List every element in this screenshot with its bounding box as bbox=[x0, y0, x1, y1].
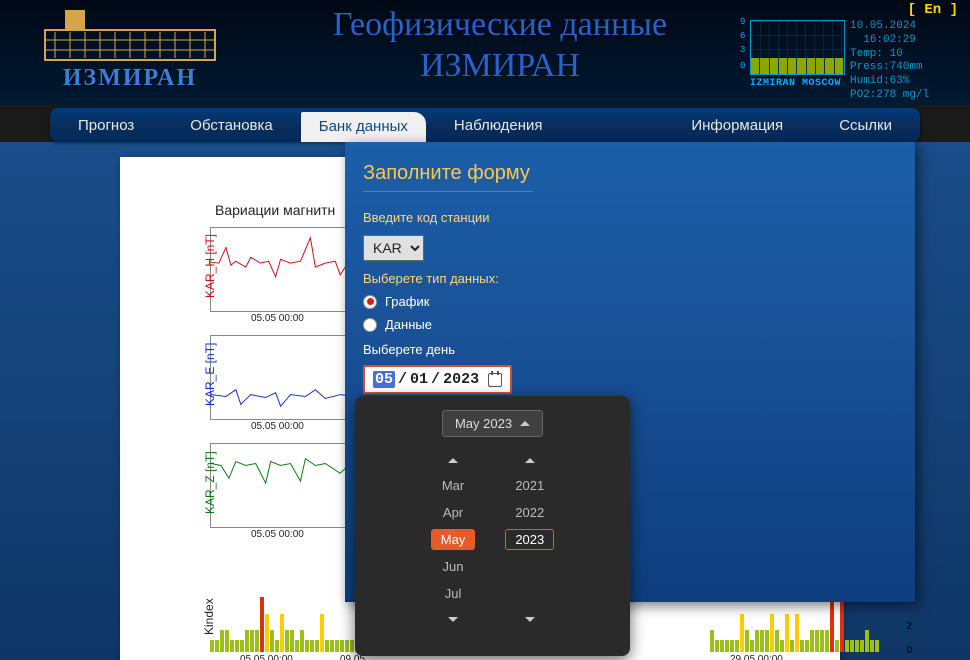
location-text: IZMIRAN MOSCOW bbox=[750, 78, 845, 89]
month-option[interactable]: Jul bbox=[435, 583, 472, 604]
month-wheel: Mar Apr May Jun Jul bbox=[431, 451, 476, 628]
mini-chart bbox=[750, 20, 845, 75]
month-option[interactable]: Apr bbox=[433, 502, 473, 523]
nav-observations[interactable]: Наблюдения bbox=[426, 117, 571, 134]
date-input[interactable]: 05/ 01/ 2023 bbox=[363, 365, 512, 394]
month-option-selected[interactable]: May bbox=[431, 529, 476, 550]
nav-situation[interactable]: Обстановка bbox=[162, 117, 300, 134]
status-panel: 9 6 3 0 IZMIRAN MOSCOW 10.05.2024 16:02:… bbox=[750, 5, 960, 103]
type-label: Выберете тип данных: bbox=[363, 271, 897, 286]
logo[interactable]: ИЗМИРАН bbox=[10, 5, 250, 92]
month-up[interactable] bbox=[448, 451, 458, 469]
year-option[interactable]: 2022 bbox=[505, 502, 554, 523]
year-down[interactable] bbox=[525, 610, 535, 628]
calendar-icon bbox=[488, 373, 502, 387]
page-title: Геофизические данные ИЗМИРАН bbox=[250, 5, 750, 87]
year-option-selected[interactable]: 2023 bbox=[505, 529, 554, 550]
year-wheel: 2021 2022 2023 . . bbox=[505, 451, 554, 628]
day-label: Выберете день bbox=[363, 342, 897, 357]
month-option[interactable]: Jun bbox=[433, 556, 474, 577]
radio-graph[interactable]: График bbox=[363, 294, 897, 309]
nav-forecast[interactable]: Прогноз bbox=[50, 117, 162, 134]
divider bbox=[363, 191, 533, 192]
station-label: Введите код станции bbox=[363, 210, 897, 225]
nav-info[interactable]: Информация bbox=[663, 117, 811, 134]
radio-data[interactable]: Данные bbox=[363, 317, 897, 332]
radio-icon bbox=[363, 295, 377, 309]
nav-links[interactable]: Ссылки bbox=[811, 117, 920, 134]
status-readings: 10.05.2024 16:02:29 Temp: 10 Press:740mm… bbox=[850, 20, 929, 103]
title-line2: ИЗМИРАН bbox=[250, 46, 750, 87]
nav-databank[interactable]: Банк данных bbox=[301, 112, 426, 142]
lang-switch[interactable]: [ En ] bbox=[908, 2, 958, 18]
year-option[interactable]: 2021 bbox=[505, 475, 554, 496]
radio-icon bbox=[363, 318, 377, 332]
month-down[interactable] bbox=[448, 610, 458, 628]
station-select[interactable]: KAR bbox=[363, 235, 424, 261]
month-option[interactable]: Mar bbox=[432, 475, 474, 496]
title-line1: Геофизические данные bbox=[250, 5, 750, 46]
year-up[interactable] bbox=[525, 451, 535, 469]
logo-text: ИЗМИРАН bbox=[63, 65, 197, 92]
chevron-up-icon bbox=[520, 421, 530, 426]
header: [ En ] ИЗМИРАН Геофизические данные ИЗМИ… bbox=[0, 0, 970, 105]
date-picker: May 2023 Mar Apr May Jun Jul 2021 2022 2… bbox=[355, 396, 630, 656]
main-nav: Прогноз Обстановка Банк данных Наблюдени… bbox=[50, 108, 920, 142]
month-year-button[interactable]: May 2023 bbox=[442, 410, 543, 437]
form-title: Заполните форму bbox=[363, 162, 897, 185]
building-icon bbox=[30, 5, 230, 65]
chart-title: Вариации магнитн bbox=[215, 202, 335, 218]
